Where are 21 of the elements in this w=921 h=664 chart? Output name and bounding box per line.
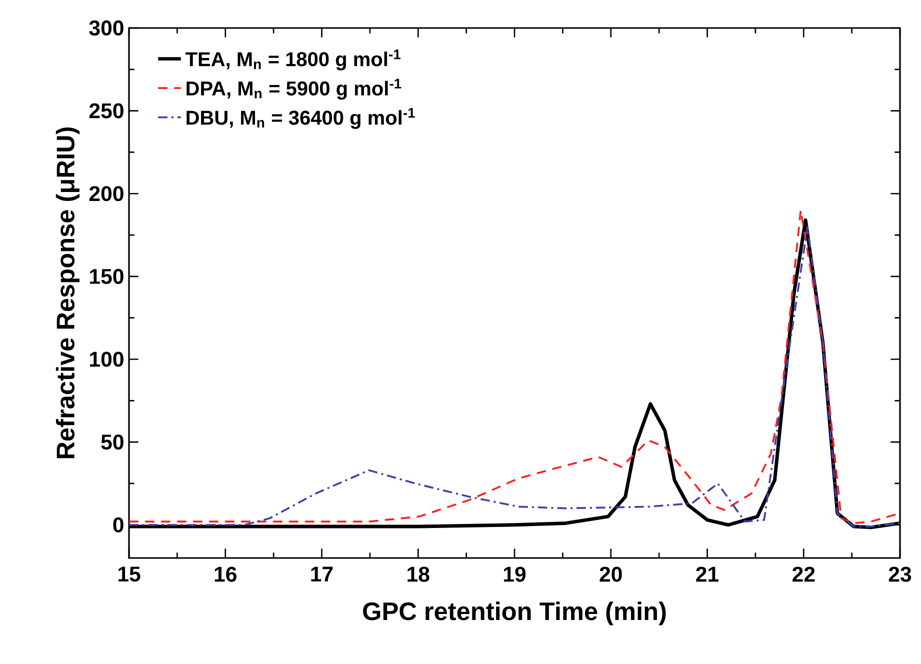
y-tick-label: 100 [90,352,124,367]
legend-label: DBU, M$_{n}$ = 36400 g mol$^{-1}$ [186,108,415,129]
legend-label: TEA, M$_{n}$ = 1800 g mol$^{-1}$ [186,50,400,70]
x-tick-label: 23 [888,566,912,582]
x-tick-label: 18 [408,566,430,582]
y-tick-label: 250 [89,103,124,118]
x-tick-label: 21 [696,566,719,582]
y-axis-title: Refractive Response (μRIU) [56,127,80,458]
x-tick-label: 20 [600,566,622,582]
y-tick-label: 0 [113,517,124,532]
x-tick-label: 17 [311,566,333,582]
y-tick-label: 150 [90,268,124,284]
x-tick-label: 15 [118,566,140,582]
y-tick-label: 300 [89,20,124,36]
x-axis-title: GPC retention Time (min) [363,602,666,626]
y-tick-label: 200 [89,186,124,202]
legend-label: DPA, M$_{n}$ = 5900 g mol$^{-1}$ [186,78,402,100]
x-tick-label: 22 [792,566,815,582]
y-tick-label: 50 [101,434,124,450]
x-tick-label: 19 [504,566,526,582]
x-tick-label: 16 [214,566,236,582]
